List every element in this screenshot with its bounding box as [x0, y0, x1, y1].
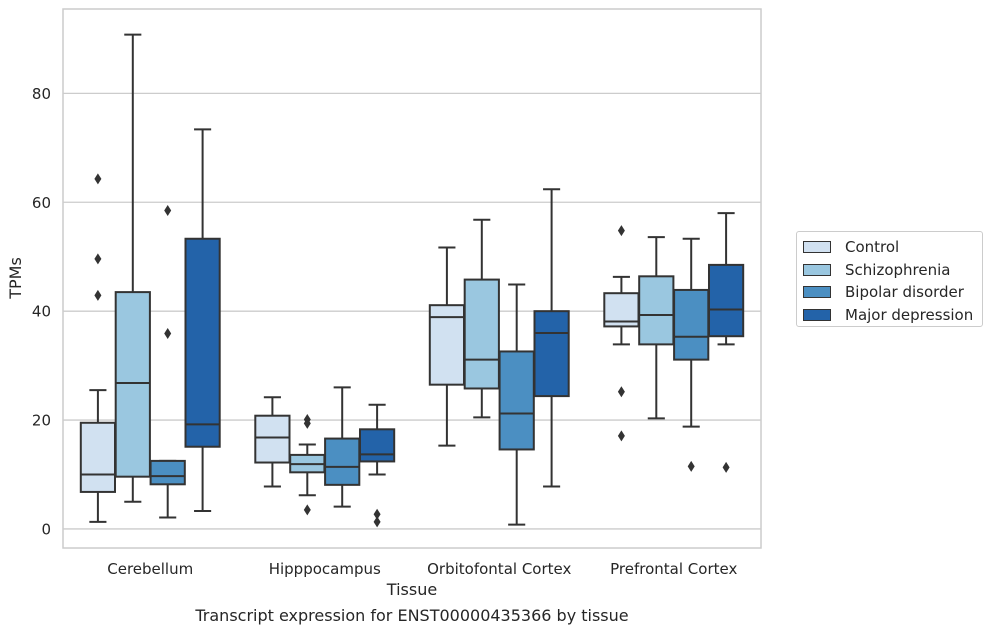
- box-control-orbitofontal-cortex-iqr: [428, 304, 466, 386]
- box-schizophrenia-orbitofontal-cortex: [463, 218, 500, 419]
- x-axis-ticks: Cerebellum Hipppocampus Orbitofontal Corte…: [107, 560, 737, 578]
- x-axis-label: Tissue: [386, 580, 437, 599]
- box-major-depression-cerebellum: [184, 128, 221, 512]
- box-bipolar-disorder-cerebellum-outlier-0: [164, 204, 172, 216]
- box-control-cerebellum-outlier-1: [94, 253, 102, 265]
- box-schizophrenia-prefrontal-cortex: [638, 236, 675, 420]
- y-tick-label-60: 60: [32, 194, 51, 212]
- legend-swatch-bipolar-disorder: [803, 286, 831, 299]
- box-control-prefrontal-cortex: [603, 225, 640, 442]
- box-control-orbitofontal-cortex: [428, 246, 466, 447]
- legend-label-control: Control: [845, 238, 900, 257]
- box-major-depression-hipppocampus-iqr: [358, 428, 396, 463]
- x-tick-label-prefrontal-cortex: Prefrontal Cortex: [610, 560, 737, 578]
- box-control-cerebellum-outlier-0: [94, 173, 102, 185]
- plot-frame: [62, 8, 762, 549]
- box-control-cerebellum: [79, 173, 117, 523]
- box-bipolar-disorder-cerebellum-iqr: [149, 459, 186, 486]
- legend-swatch-control: [803, 241, 831, 254]
- legend-item-major-depression: Major depression: [803, 304, 982, 327]
- y-tick-label-20: 20: [32, 412, 51, 430]
- box-bipolar-disorder-cerebellum-outlier-1: [164, 327, 172, 339]
- box-schizophrenia-cerebellum: [114, 33, 151, 503]
- box-major-depression-cerebellum-iqr: [184, 237, 221, 448]
- box-control-prefrontal-cortex-outlier-0: [617, 225, 625, 237]
- box-major-depression-prefrontal-cortex: [707, 212, 745, 473]
- box-schizophrenia-prefrontal-cortex-iqr: [638, 275, 675, 346]
- box-bipolar-disorder-cerebellum: [149, 204, 186, 519]
- legend-item-schizophrenia: Schizophrenia: [803, 259, 982, 282]
- legend-label-major-depression: Major depression: [845, 305, 974, 324]
- chart-caption: Transcript expression for ENST0000043536…: [195, 606, 629, 625]
- box-bipolar-disorder-hipppocampus: [324, 386, 361, 508]
- box-bipolar-disorder-prefrontal-cortex-outlier-0: [687, 460, 695, 472]
- box-bipolar-disorder-orbitofontal-cortex: [498, 283, 535, 526]
- y-tick-label-0: 0: [41, 520, 51, 538]
- box-major-depression-orbitofontal-cortex-iqr: [533, 310, 570, 398]
- legend-label-schizophrenia: Schizophrenia: [845, 260, 951, 279]
- legend-item-control: Control: [803, 236, 982, 259]
- grid-lines: [63, 92, 761, 530]
- x-tick-label-hipppocampus: Hipppocampus: [269, 560, 381, 578]
- x-tick-label-orbitofontal-cortex: Orbitofontal Cortex: [427, 560, 571, 578]
- box-schizophrenia-cerebellum-iqr: [114, 291, 151, 478]
- box-control-cerebellum-outlier-2: [94, 289, 102, 301]
- legend: Control Schizophrenia Bipolar disorder M…: [796, 231, 983, 327]
- box-control-hipppocampus: [254, 396, 291, 488]
- box-bipolar-disorder-hipppocampus-iqr: [324, 437, 361, 486]
- y-tick-label-40: 40: [32, 303, 51, 321]
- box-major-depression-prefrontal-cortex-iqr: [707, 263, 745, 338]
- box-control-prefrontal-cortex-outlier-1: [617, 386, 625, 398]
- box-major-depression-hipppocampus: [358, 403, 396, 528]
- y-axis-ticks: 0 20 40 60 80: [32, 85, 51, 539]
- box-bipolar-disorder-orbitofontal-cortex-iqr: [498, 350, 535, 451]
- legend-label-bipolar-disorder: Bipolar disorder: [845, 283, 964, 302]
- box-control-prefrontal-cortex-outlier-2: [617, 430, 625, 442]
- box-major-depression-orbitofontal-cortex: [533, 188, 570, 488]
- box-schizophrenia-orbitofontal-cortex-iqr: [463, 278, 500, 390]
- legend-swatch-major-depression: [803, 308, 831, 321]
- box-plots: [79, 33, 745, 528]
- box-major-depression-hipppocampus-outlier-0: [373, 508, 381, 520]
- legend-item-bipolar-disorder: Bipolar disorder: [803, 281, 982, 304]
- box-bipolar-disorder-prefrontal-cortex-iqr: [673, 288, 710, 361]
- box-control-hipppocampus-iqr: [254, 414, 291, 464]
- box-control-cerebellum-iqr: [79, 421, 117, 493]
- box-bipolar-disorder-prefrontal-cortex: [673, 237, 710, 472]
- x-tick-label-cerebellum: Cerebellum: [107, 560, 193, 578]
- box-major-depression-hipppocampus-outlier-1: [373, 516, 381, 528]
- legend-swatch-schizophrenia: [803, 263, 831, 276]
- box-schizophrenia-hipppocampus-outlier-2: [303, 504, 311, 516]
- y-axis-label: TPMs: [6, 257, 25, 300]
- box-major-depression-prefrontal-cortex-outlier-0: [722, 461, 730, 473]
- box-schizophrenia-hipppocampus-outlier-1: [303, 417, 311, 429]
- box-schizophrenia-hipppocampus: [289, 414, 326, 516]
- y-tick-label-80: 80: [32, 85, 51, 103]
